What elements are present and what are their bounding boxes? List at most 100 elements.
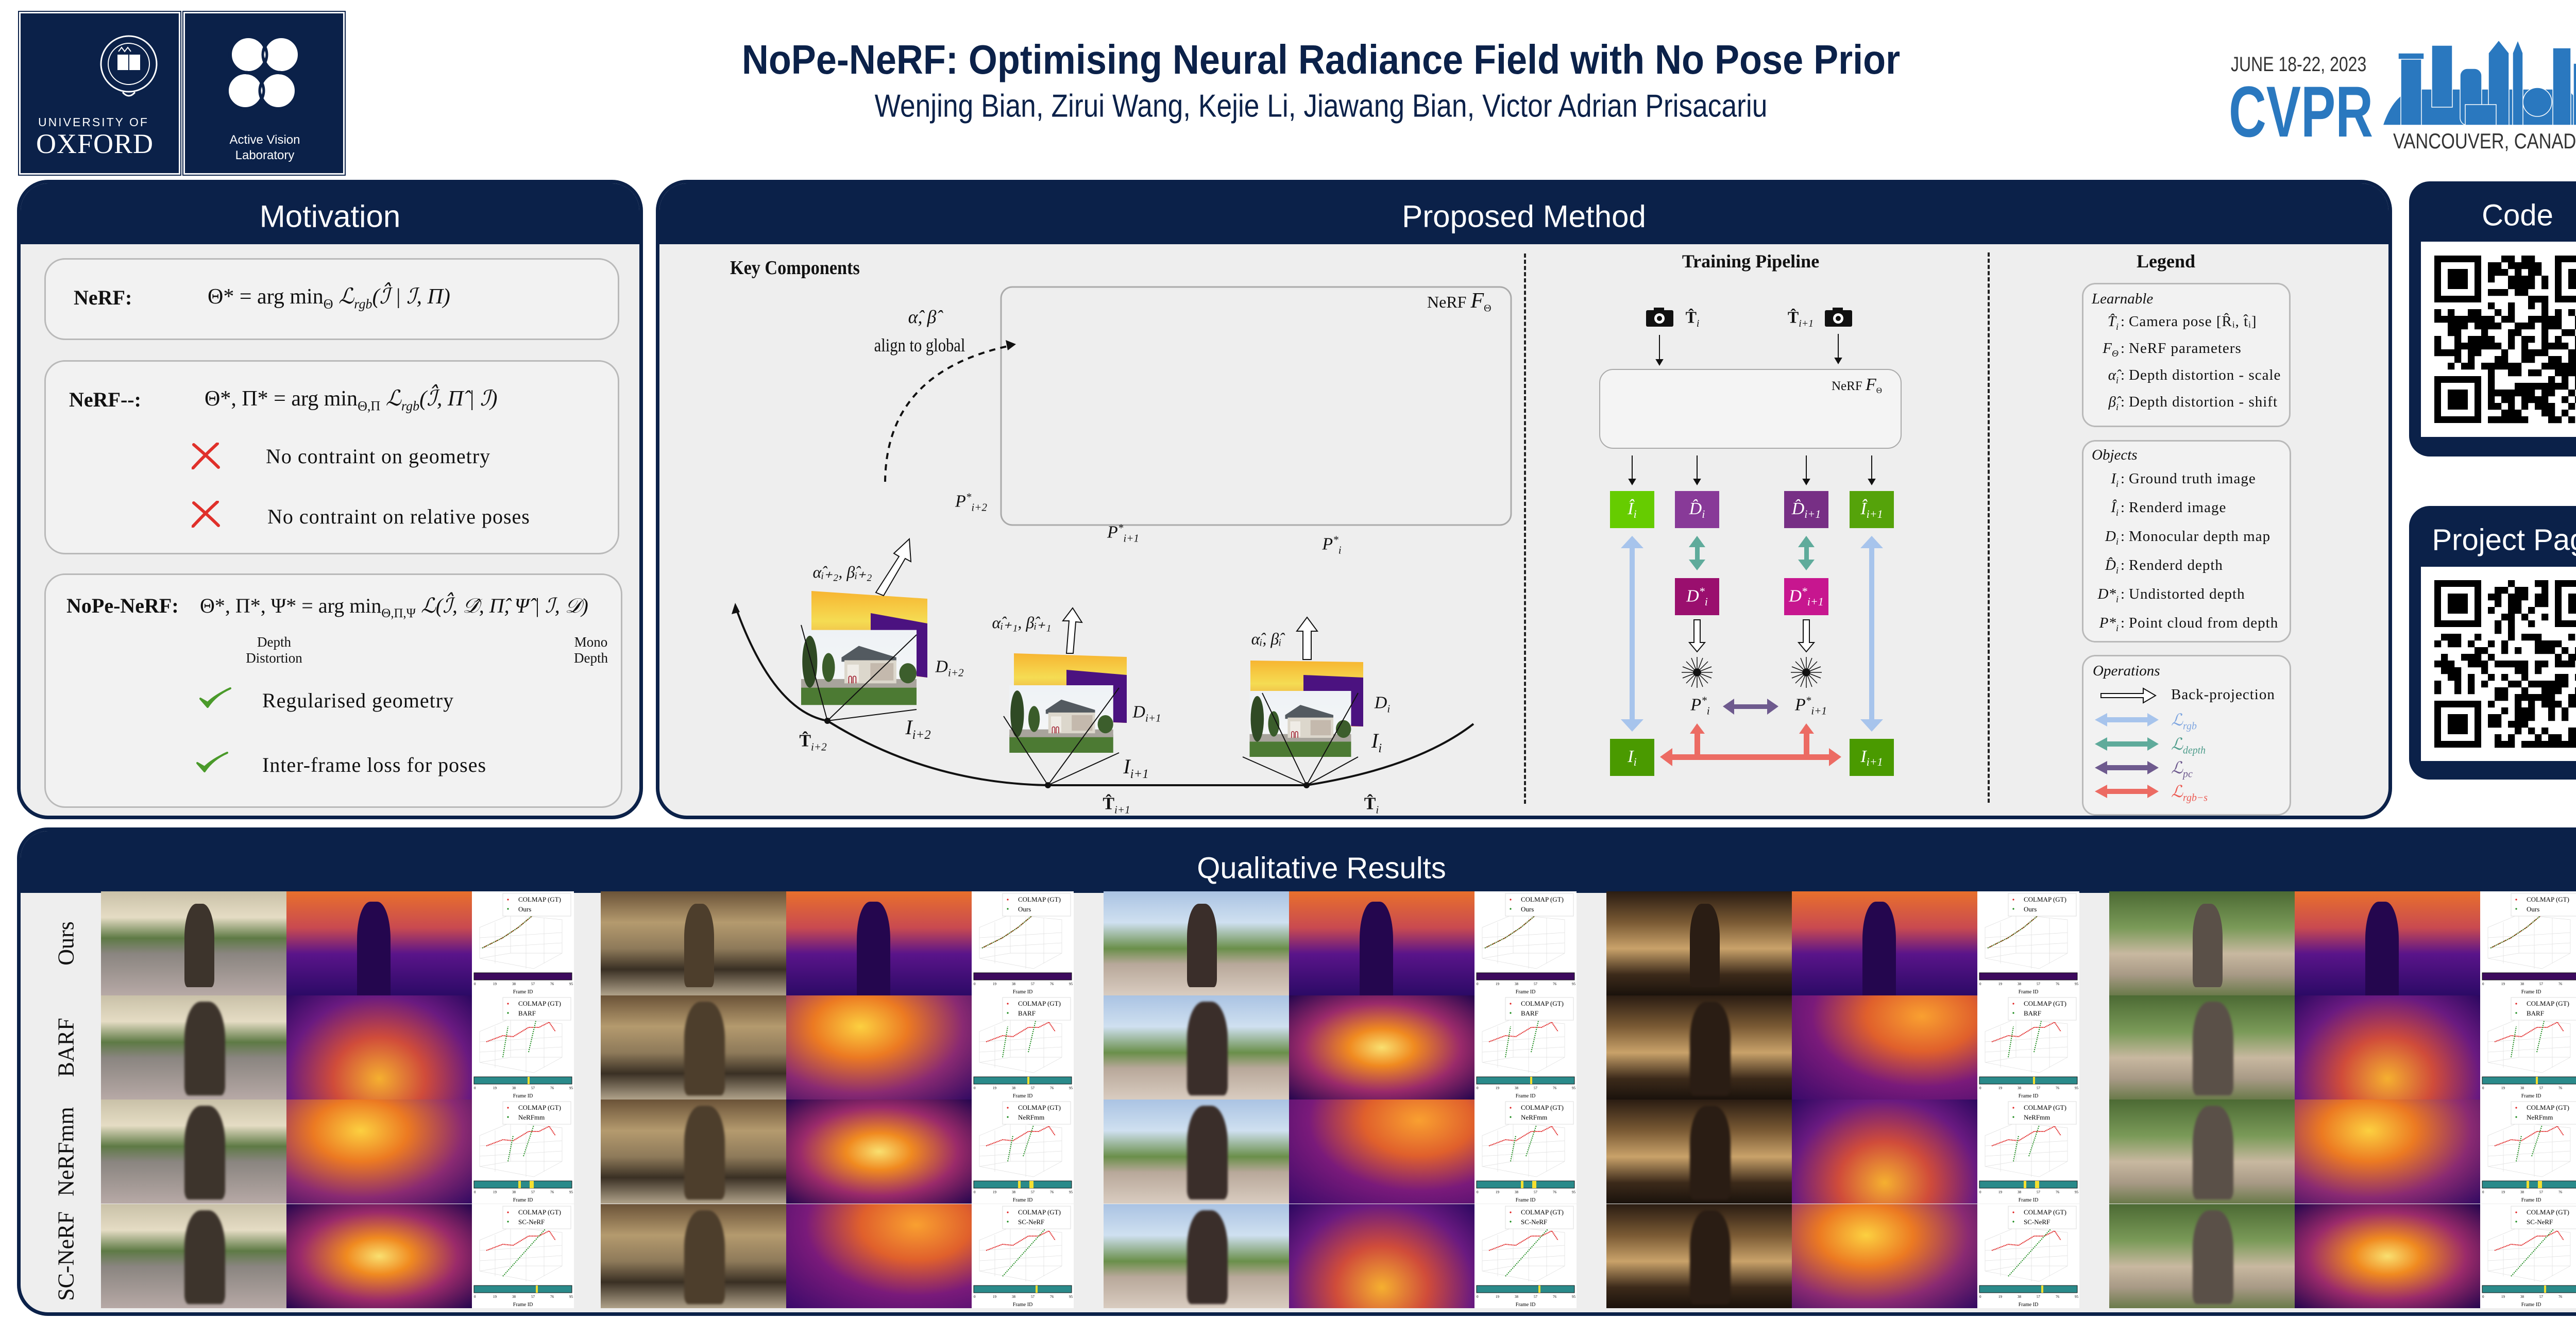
frame-tick: 38: [1012, 982, 1016, 986]
nerfmm-box: NeRF--: Θ*, Π* = arg minΘ,Π ℒrgb(ℐ̂, Π̂ …: [44, 360, 619, 554]
backprojection-arrow-icon: [2100, 687, 2157, 704]
frame-id-label: Frame ID: [1013, 1302, 1033, 1308]
align-symbols: α̂, β̂: [908, 307, 937, 327]
trajectory-plot: COLMAP (GT) BARF 0 19 38 57 76 95 Frame ID: [1979, 997, 2079, 1099]
rgb-render-nerfmm: [1104, 1100, 1289, 1204]
legend-description: Depth distortion - shift: [2129, 394, 2278, 410]
frame-tick: 95: [2075, 982, 2079, 986]
frame-tick: 57: [2539, 1086, 2544, 1090]
frame-tick: 0: [2482, 1190, 2484, 1194]
frame-tick: 38: [2520, 1190, 2524, 1194]
legend-method-label: NeRFmm: [2024, 1113, 2050, 1121]
legend-colon: :: [2121, 313, 2125, 330]
frame-error-bar: [1979, 1180, 2078, 1189]
pc-loss-arrow-icon: [2095, 761, 2159, 774]
scene-object: [184, 904, 214, 987]
backproject-arrow: [1296, 616, 1318, 660]
sub: i+1: [1866, 508, 1883, 521]
frame-error-bar: [973, 972, 1072, 980]
nerfmm-label: NeRF--:: [69, 388, 141, 411]
sym: P: [1690, 695, 1702, 715]
depth-render-nerfmm: [286, 1100, 472, 1204]
trajectory-plot: COLMAP (GT) BARF 0 19 38 57 76 95 Frame ID: [1476, 997, 1576, 1099]
frame-tick: 0: [1477, 982, 1479, 986]
frame-tick: 0: [974, 1086, 976, 1090]
nerf-sub: Θ: [1484, 302, 1492, 314]
gt-trajectory: [986, 1230, 1056, 1251]
frame-tick: 57: [2539, 982, 2544, 986]
key-components-heading: Key Components: [730, 257, 860, 279]
frame-tick: 19: [993, 982, 997, 986]
sup: *: [1801, 584, 1807, 598]
scene-object: [1187, 904, 1217, 987]
rgb-loss-arrow-icon: [2095, 713, 2159, 726]
rgb-render-nerfmm: [601, 1100, 786, 1204]
operations-title: Operations: [2093, 663, 2160, 679]
backprojection-label: Back-projection: [2171, 686, 2275, 703]
legend-method-label: NeRFmm: [518, 1113, 545, 1121]
rgb-loss-label: ℒrgb: [2171, 710, 2197, 732]
row-label-sc-nerf: SC-NeRF: [53, 1211, 79, 1301]
rgb-s-loss-arrow: [1660, 723, 1841, 766]
frame-tick: 76: [2056, 1086, 2060, 1090]
method-trajectory: [1510, 1125, 1537, 1162]
sym: D̂: [1689, 499, 1702, 518]
legend-gt-label: COLMAP (GT): [1521, 1208, 1564, 1216]
frame-tick: 0: [1979, 1086, 1981, 1090]
legend-symbol: D*i: [2097, 586, 2119, 604]
backproject-arrow: [875, 537, 912, 597]
frame-tick: 38: [1012, 1086, 1016, 1090]
legend-description: Renderd image: [2129, 499, 2227, 516]
sub: i+1: [1123, 532, 1139, 545]
frame-id-label: Frame ID: [2521, 989, 2541, 995]
trajectory-chart-sc-nerf: COLMAP (GT) SC-NeRF 0 19 38 57 76 95 Frame ID: [1475, 1204, 1577, 1308]
code-title: Code: [2482, 198, 2553, 232]
sym: ℒ: [2171, 711, 2183, 729]
legend-description: Camera pose [R̂ᵢ, t̂ᵢ]: [2129, 313, 2257, 330]
frame-tick: 76: [2056, 1295, 2060, 1299]
frame-tick: 38: [1515, 982, 1519, 986]
avl-logo-line2: Laboratory: [235, 148, 295, 162]
nerf-scene-render: [1092, 294, 1440, 520]
trajectory-chart-ours: COLMAP (GT) Ours 0 19 38 57 76 95 Frame ID: [1475, 891, 1577, 995]
frame-tick: 38: [2018, 982, 2022, 986]
legend-gt-label: COLMAP (GT): [1521, 1104, 1564, 1111]
sub: rgb: [2183, 720, 2197, 732]
legend-learnable-box: Learnable T̂i: Camera pose [R̂ᵢ, t̂ᵢ] FΘ: N…: [2082, 283, 2291, 427]
scene-object: [184, 1210, 226, 1304]
method-trajectory: [502, 1224, 550, 1277]
legend-gt-label: COLMAP (GT): [518, 1104, 561, 1111]
legend-method-label: Ours: [1018, 905, 1031, 913]
method-trajectory: [2013, 1125, 2040, 1162]
method-trajectory: [2008, 1224, 2055, 1277]
code-qr-code[interactable]: [2421, 242, 2576, 437]
nerf-global-box: [1000, 286, 1512, 526]
scene-object: [1690, 1210, 1731, 1304]
legend-colon: :: [2121, 470, 2125, 487]
project-page-qr-code[interactable]: [2421, 567, 2576, 761]
depth-object: [2365, 902, 2399, 995]
frame-tick: 57: [531, 1086, 535, 1090]
method-trajectory: [1505, 1224, 1552, 1277]
frame-tick: 76: [1553, 982, 1557, 986]
column-divider: [1524, 253, 1526, 804]
avl-rings-icon: [225, 35, 301, 111]
frame-id-label: Frame ID: [513, 1093, 533, 1099]
frame-tick: 95: [569, 1295, 573, 1299]
frame-id-label: Frame ID: [2019, 1093, 2039, 1099]
frame-error-bar: [1476, 1285, 1575, 1293]
frame-tick: 38: [512, 1190, 516, 1194]
project-page-title: Project Page: [2432, 523, 2576, 557]
frame-error-bar: [473, 1285, 572, 1293]
frame-tick: 0: [2482, 1295, 2484, 1299]
depth-render-sc-nerf: [1289, 1204, 1475, 1308]
frame-tick: 76: [2558, 1295, 2563, 1299]
eq-sub: Θ: [323, 296, 333, 312]
eq-sub: Θ,Π,Ψ: [381, 606, 416, 620]
frame-tick: 0: [1477, 1190, 1479, 1194]
legend-symbol: α̂i: [2108, 367, 2119, 385]
depth-render-ours: [2295, 891, 2480, 995]
sub: i: [1704, 595, 1708, 608]
operations-arrows: [2095, 687, 2159, 798]
